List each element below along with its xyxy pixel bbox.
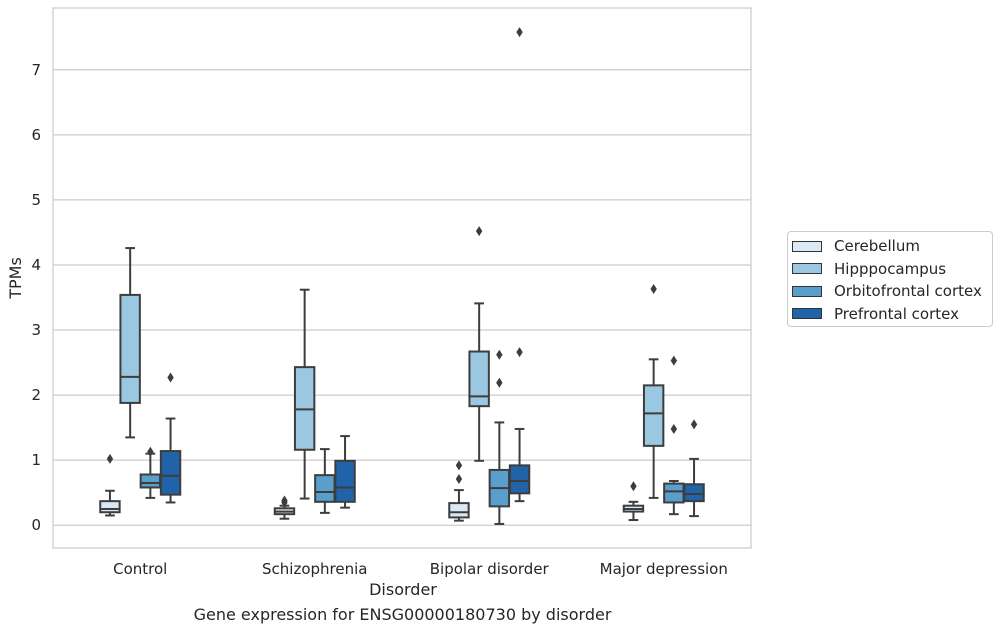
legend-swatch bbox=[792, 308, 822, 320]
outlier-point bbox=[670, 355, 678, 366]
x-tick-label: Bipolar disorder bbox=[430, 560, 550, 578]
outlier-point bbox=[496, 377, 503, 388]
outlier-point bbox=[516, 347, 523, 358]
outlier-point bbox=[670, 423, 678, 434]
box-hipppocampus bbox=[642, 284, 665, 499]
legend-swatch bbox=[792, 240, 822, 252]
box-iqr bbox=[508, 464, 531, 495]
figure-caption: Gene expression for ENSG00000180730 by d… bbox=[193, 605, 612, 624]
box-prefrontal-cortex bbox=[683, 419, 705, 518]
outlier-point bbox=[455, 474, 463, 485]
box-orbitofrontal-cortex bbox=[139, 446, 162, 499]
box-hipppocampus bbox=[293, 288, 316, 500]
legend-swatch bbox=[792, 263, 822, 275]
y-axis-label: TPMs bbox=[6, 257, 25, 300]
box-iqr bbox=[334, 459, 356, 503]
gridlines bbox=[53, 69, 751, 526]
y-tick-labels: 0 1 2 3 4 5 6 7 bbox=[31, 61, 41, 534]
box-orbitofrontal-cortex bbox=[488, 349, 511, 525]
legend-swatch bbox=[792, 285, 822, 297]
y-tick-label: 2 bbox=[31, 386, 41, 404]
legend: Cerebellum Hipppocampus Orbitofrontal cort… bbox=[787, 231, 993, 327]
box-iqr bbox=[139, 473, 162, 489]
y-tick-label: 6 bbox=[31, 126, 41, 144]
y-tick-label: 1 bbox=[31, 451, 41, 469]
box-hipppocampus bbox=[468, 226, 490, 462]
box-iqr bbox=[468, 350, 490, 408]
box-iqr bbox=[99, 500, 121, 514]
box-iqr bbox=[663, 482, 685, 504]
legend-label: Cerebellum bbox=[834, 237, 920, 256]
legend-label: Orbitofrontal cortex bbox=[834, 282, 982, 301]
box-cerebellum bbox=[448, 460, 470, 522]
outlier-point bbox=[650, 284, 657, 295]
box-hipppocampus bbox=[119, 247, 141, 439]
box-cerebellum bbox=[622, 481, 645, 522]
y-tick-label: 3 bbox=[31, 321, 41, 339]
outlier-point bbox=[496, 349, 503, 360]
outlier-point bbox=[167, 372, 174, 383]
box-prefrontal-cortex bbox=[159, 372, 182, 504]
box-iqr bbox=[642, 384, 665, 447]
outlier-point bbox=[147, 446, 154, 457]
outlier-point bbox=[106, 453, 114, 464]
outlier-point bbox=[281, 495, 288, 506]
legend-item: Orbitofrontal cortex bbox=[792, 280, 992, 303]
box-prefrontal-cortex bbox=[334, 435, 356, 509]
outlier-point bbox=[475, 226, 483, 237]
outlier-point bbox=[516, 27, 523, 38]
outlier-point bbox=[690, 419, 698, 430]
box-orbitofrontal-cortex bbox=[663, 355, 685, 516]
y-tick-label: 4 bbox=[31, 256, 41, 274]
legend-item: Cerebellum bbox=[792, 235, 992, 258]
legend-label: Hipppocampus bbox=[834, 259, 947, 278]
box-orbitofrontal-cortex bbox=[314, 448, 336, 514]
box-cerebellum bbox=[99, 453, 121, 517]
x-tick-label: Control bbox=[113, 560, 167, 578]
box-iqr bbox=[683, 483, 705, 503]
box-iqr bbox=[119, 293, 141, 404]
box-cerebellum bbox=[273, 495, 296, 520]
box-series bbox=[99, 27, 705, 525]
y-tick-label: 0 bbox=[31, 516, 41, 534]
x-axis-label: Disorder bbox=[369, 580, 437, 599]
outlier-point bbox=[630, 481, 637, 492]
legend-item: Hipppocampus bbox=[792, 258, 992, 281]
legend-label: Prefrontal cortex bbox=[834, 304, 959, 323]
box-iqr bbox=[314, 474, 336, 503]
x-tick-labels: Control Schizophrenia Bipolar disorder Majo… bbox=[113, 560, 728, 578]
y-tick-label: 5 bbox=[31, 191, 41, 209]
box-iqr bbox=[448, 502, 470, 519]
outlier-point bbox=[455, 460, 463, 471]
x-tick-label: Major depression bbox=[600, 560, 728, 578]
x-tick-label: Schizophrenia bbox=[262, 560, 367, 578]
plot-frame bbox=[52, 7, 752, 549]
box-prefrontal-cortex bbox=[508, 27, 531, 503]
box-iqr bbox=[159, 450, 182, 496]
y-tick-label: 7 bbox=[31, 61, 41, 79]
legend-item: Prefrontal cortex bbox=[792, 303, 992, 326]
